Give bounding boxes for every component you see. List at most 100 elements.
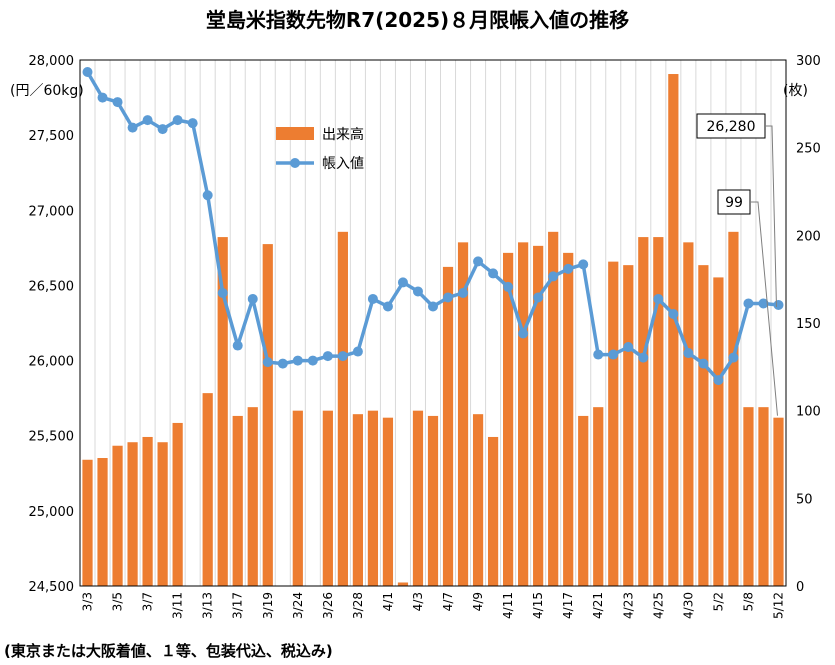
settlement-point bbox=[142, 115, 153, 126]
volume-bar bbox=[758, 407, 769, 586]
volume-bar bbox=[713, 277, 724, 586]
volume-bar bbox=[247, 407, 258, 586]
x-tick-group: 4/15 bbox=[531, 592, 545, 619]
x-tick-label: 4/15 bbox=[531, 592, 545, 619]
x-tick-group: 3/3 bbox=[81, 592, 95, 611]
volume-bar bbox=[427, 415, 439, 586]
x-tick-group: 3/19 bbox=[261, 592, 275, 619]
chart-title: 堂島米指数先物R7(2025)８月限帳入値の推移 bbox=[205, 8, 630, 32]
volume-bar bbox=[533, 245, 544, 586]
volume-bar bbox=[487, 436, 499, 586]
volume-bar bbox=[97, 458, 108, 586]
x-tick-group: 3/24 bbox=[291, 592, 305, 619]
settlement-point bbox=[187, 118, 198, 129]
x-tick-group: 4/3 bbox=[411, 592, 425, 611]
x-tick-label: 3/17 bbox=[231, 592, 245, 619]
settlement-point bbox=[638, 352, 649, 363]
x-tick-group: 5/12 bbox=[771, 592, 785, 619]
settlement-point bbox=[322, 351, 333, 362]
settlement-point bbox=[247, 293, 258, 304]
legend-bar-swatch bbox=[276, 127, 314, 140]
x-tick-group: 3/26 bbox=[321, 592, 335, 619]
volume-bar bbox=[668, 74, 679, 586]
volume-bar bbox=[292, 410, 303, 586]
x-tick-label: 4/30 bbox=[681, 592, 695, 619]
settlement-point bbox=[352, 346, 363, 357]
settlement-point bbox=[428, 301, 438, 312]
price-callout-leader bbox=[765, 125, 777, 307]
settlement-point bbox=[277, 358, 288, 369]
volume-bar bbox=[683, 242, 694, 586]
volume-bar bbox=[232, 415, 243, 586]
x-tick-group: 4/7 bbox=[441, 592, 455, 611]
right-axis-tick-label: 100 bbox=[796, 405, 821, 420]
settlement-point bbox=[758, 298, 769, 309]
volume-bar bbox=[728, 231, 739, 586]
x-tick-label: 3/11 bbox=[171, 592, 185, 619]
settlement-point bbox=[653, 293, 664, 304]
right-axis-tick-label: 50 bbox=[796, 492, 813, 507]
x-tick-label: 3/24 bbox=[291, 592, 305, 619]
x-tick-group: 4/25 bbox=[651, 592, 665, 619]
volume-bar bbox=[82, 459, 93, 586]
volume-bar bbox=[442, 266, 454, 586]
x-tick-label: 4/11 bbox=[501, 592, 515, 619]
settlement-point bbox=[773, 299, 784, 310]
x-tick-group: 4/21 bbox=[591, 592, 605, 619]
volume-bar bbox=[202, 393, 213, 586]
x-tick-group: 4/17 bbox=[561, 592, 575, 619]
price-callout-box bbox=[696, 113, 766, 139]
x-tick-group: 3/17 bbox=[231, 592, 245, 619]
x-tick-label: 5/12 bbox=[771, 592, 785, 619]
volume-bar bbox=[593, 407, 604, 586]
settlement-point bbox=[458, 287, 469, 298]
volume-callout-box bbox=[717, 189, 751, 215]
volume-bar bbox=[352, 414, 364, 586]
volume-bar bbox=[397, 582, 409, 586]
settlement-point bbox=[307, 355, 318, 366]
settlement-point bbox=[292, 355, 303, 366]
left-axis-tick-label: 26,000 bbox=[29, 355, 75, 370]
x-tick-group: 4/11 bbox=[501, 592, 515, 619]
settlement-point bbox=[337, 351, 348, 362]
settlement-point bbox=[412, 286, 423, 297]
x-tick-group: 4/30 bbox=[681, 592, 695, 619]
x-tick-group: 3/28 bbox=[351, 592, 365, 619]
left-axis-tick-label: 25,000 bbox=[29, 505, 75, 520]
x-tick-label: 4/1 bbox=[381, 592, 395, 611]
settlement-point bbox=[503, 281, 514, 292]
left-axis-tick-label: 24,500 bbox=[29, 580, 75, 595]
left-axis-tick-label: 27,500 bbox=[29, 129, 75, 144]
volume-callout-text: 99 bbox=[725, 195, 743, 211]
x-tick-label: 5/8 bbox=[741, 592, 755, 611]
x-tick-label: 3/13 bbox=[201, 592, 215, 619]
settlement-point bbox=[112, 97, 123, 108]
right-axis-tick-label: 250 bbox=[796, 142, 821, 157]
volume-bar bbox=[457, 242, 469, 586]
volume-bar bbox=[172, 422, 183, 586]
volume-bar bbox=[563, 252, 574, 586]
x-tick-label: 3/26 bbox=[321, 592, 335, 619]
settlement-point bbox=[217, 287, 228, 298]
right-axis-tick-label: 0 bbox=[796, 580, 804, 595]
x-tick-label: 4/25 bbox=[651, 592, 665, 619]
legend-label-settlement: 帳入値 bbox=[322, 156, 364, 172]
volume-bar bbox=[608, 261, 619, 586]
settlement-point bbox=[202, 190, 213, 201]
x-tick-label: 4/9 bbox=[471, 592, 485, 611]
settlement-point bbox=[488, 268, 499, 279]
x-tick-label: 4/21 bbox=[591, 592, 605, 619]
x-tick-group: 4/1 bbox=[381, 592, 395, 611]
volume-bar bbox=[322, 410, 333, 586]
volume-bar bbox=[382, 417, 394, 586]
legend-label-volume: 出来高 bbox=[322, 126, 364, 143]
x-tick-label: 3/5 bbox=[111, 592, 125, 611]
settlement-point bbox=[172, 115, 183, 126]
x-tick-label: 5/2 bbox=[711, 592, 725, 611]
volume-bar bbox=[773, 417, 784, 586]
left-axis-tick-label: 28,000 bbox=[29, 54, 75, 69]
x-tick-label: 4/3 bbox=[411, 592, 425, 611]
